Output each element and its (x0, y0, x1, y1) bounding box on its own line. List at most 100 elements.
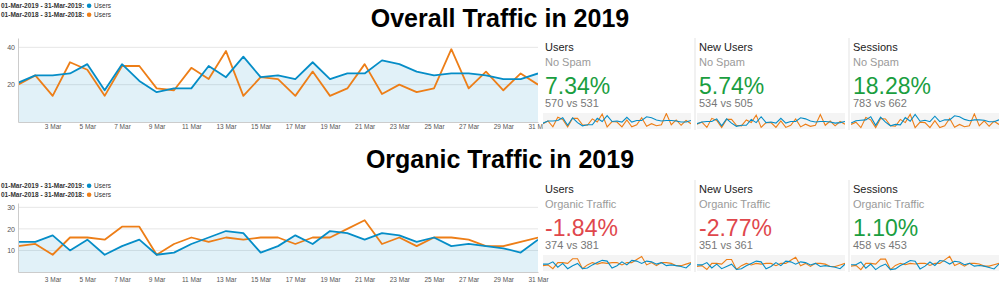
sparkline-line (543, 116, 691, 126)
chart-title: Organic Traffic in 2019 (366, 145, 634, 173)
x-tick-label: 11 Mar (182, 276, 203, 283)
legend-label: Users (94, 2, 112, 9)
x-tick-label: 23 Mar (390, 276, 411, 283)
sparkline-line (697, 115, 845, 128)
legend-swatch (87, 193, 92, 198)
chart: Overall Traffic in 201920403 Mar5 Mar7 M… (1, 2, 629, 130)
x-tick-label: 7 Mar (114, 123, 131, 130)
legend-swatch (87, 184, 92, 189)
x-tick-label: 11 Mar (182, 123, 203, 130)
x-tick: 19 Mar (320, 272, 341, 283)
x-tick: 25 Mar (424, 272, 445, 283)
scorecard: New UsersNo Spam5.74%534 vs 505 (695, 38, 845, 130)
legend-label: Users (94, 182, 112, 189)
sparkline-line (697, 261, 845, 269)
series-line (18, 49, 538, 96)
card-change: -2.77% (699, 215, 772, 241)
x-tick: 15 Mar (251, 272, 272, 283)
sparkline-marks (543, 114, 691, 127)
x-tick-label: 21 Mar (355, 276, 376, 283)
x-tick-label: 27 Mar (459, 276, 480, 283)
y-tick: 20 (7, 226, 18, 233)
y-axis: 2040 (7, 39, 18, 123)
sparkline-line (697, 257, 845, 269)
x-tick: 5 Mar (80, 272, 97, 283)
x-tick: 13 Mar (216, 272, 237, 283)
y-axis: 10 20 30 (7, 204, 18, 273)
card-segment: Organic Traffic (545, 198, 617, 210)
x-tick-label: 23 Mar (390, 123, 411, 130)
sparkline-bg (851, 113, 999, 129)
x-tick-label: 29 Mar (494, 123, 515, 130)
y-tick-label: 10 (7, 247, 15, 254)
x-tick-label: 3 Mar (45, 276, 62, 283)
card-change: 1.10% (853, 215, 918, 241)
series-area (18, 57, 538, 122)
x-tick: 23 Mar (390, 122, 411, 130)
sparkline-line (543, 114, 691, 127)
scorecard: New UsersOrganic Traffic-2.77%351 vs 361 (695, 180, 845, 272)
legend-period: 01-Mar-2018 - 31-Mar-2018: (1, 11, 84, 18)
sparkline-line (851, 114, 999, 125)
page: Overall Traffic in 201920403 Mar5 Mar7 M… (0, 0, 1006, 286)
card-comparison: 783 vs 662 (853, 97, 907, 109)
x-tick-label: 29 Mar (494, 276, 515, 283)
x-tick: 11 Mar (182, 122, 203, 130)
x-tick: 29 Mar (494, 122, 515, 130)
x-tick-label: 13 Mar (216, 276, 237, 283)
x-tick: 15 Mar (251, 122, 272, 130)
legend-period: 01-Mar-2019 - 31-Mar-2019: (1, 182, 84, 189)
x-tick: 23 Mar (390, 272, 411, 283)
canvas: Overall Traffic in 201920403 Mar5 Mar7 M… (0, 0, 1006, 286)
x-tick: 7 Mar (114, 272, 131, 283)
sparkline-bg (697, 113, 845, 129)
legend-item: 01-Mar-2019 - 31-Mar-2019:Users (1, 2, 112, 9)
legend-label: Users (94, 191, 112, 198)
x-tick-label: 15 Mar (251, 123, 272, 130)
y-tick: 20 (7, 81, 18, 88)
scorecard: UsersNo Spam7.34%570 vs 531 (543, 41, 691, 129)
y-tick-label: 30 (7, 204, 15, 211)
legend-label: Users (94, 11, 112, 18)
x-tick: 29 Mar (494, 272, 515, 283)
x-tick: 19 Mar (320, 122, 341, 130)
x-tick-label: 7 Mar (114, 276, 131, 283)
legend-item: 01-Mar-2018 - 31-Mar-2018: Users (1, 11, 112, 18)
x-tick: 5 Mar (80, 122, 97, 130)
card-comparison: 351 vs 361 (699, 239, 753, 251)
chart-title: Overall Traffic in 2019 (371, 4, 629, 32)
card-comparison: 570 vs 531 (545, 97, 599, 109)
series-line (18, 220, 538, 255)
sparkline-line (543, 257, 691, 269)
y-tick-label: 40 (7, 44, 15, 51)
sparkline-marks (697, 115, 845, 128)
x-axis: 3 Mar5 Mar7 Mar9 Mar11 Mar13 Mar15 Mar17… (19, 272, 550, 283)
plot-marks (18, 220, 538, 272)
sparkline-line (851, 114, 999, 128)
sparkline-line (851, 256, 999, 269)
x-tick-label: 13 Mar (216, 123, 237, 130)
plot-marks (18, 49, 538, 122)
sparkline-line (543, 260, 691, 268)
x-tick: 27 Mar (459, 272, 480, 283)
sparkline-marks (697, 257, 845, 269)
scorecard: SessionsOrganic Traffic1.10%458 vs 453 (849, 180, 999, 272)
y-tick: 40 (7, 44, 18, 51)
card-change: 5.74% (699, 73, 764, 99)
x-tick: 9 Mar (149, 122, 166, 130)
legend: 01-Mar-2019 - 31-Mar-2019:Users01-Mar-20… (1, 182, 112, 198)
legend-swatch (87, 13, 92, 18)
card-change: -1.84% (545, 215, 618, 241)
card-divider (849, 180, 850, 272)
x-tick-label: 15 Mar (251, 276, 272, 283)
y-axis-line (18, 39, 19, 123)
x-tick: 27 Mar (459, 122, 480, 130)
legend-item: 01-Mar-2018 - 31-Mar-2018:Users (1, 191, 112, 198)
x-tick-label: 5 Mar (80, 123, 97, 130)
x-tick: 3 Mar (45, 122, 62, 130)
legend-item: 01-Mar-2019 - 31-Mar-2019: Users (1, 182, 112, 189)
sparkline-bg (543, 113, 691, 129)
card-title: New Users (699, 41, 753, 53)
x-tick: 3 Mar (45, 272, 62, 283)
x-tick-label: 17 Mar (286, 276, 307, 283)
